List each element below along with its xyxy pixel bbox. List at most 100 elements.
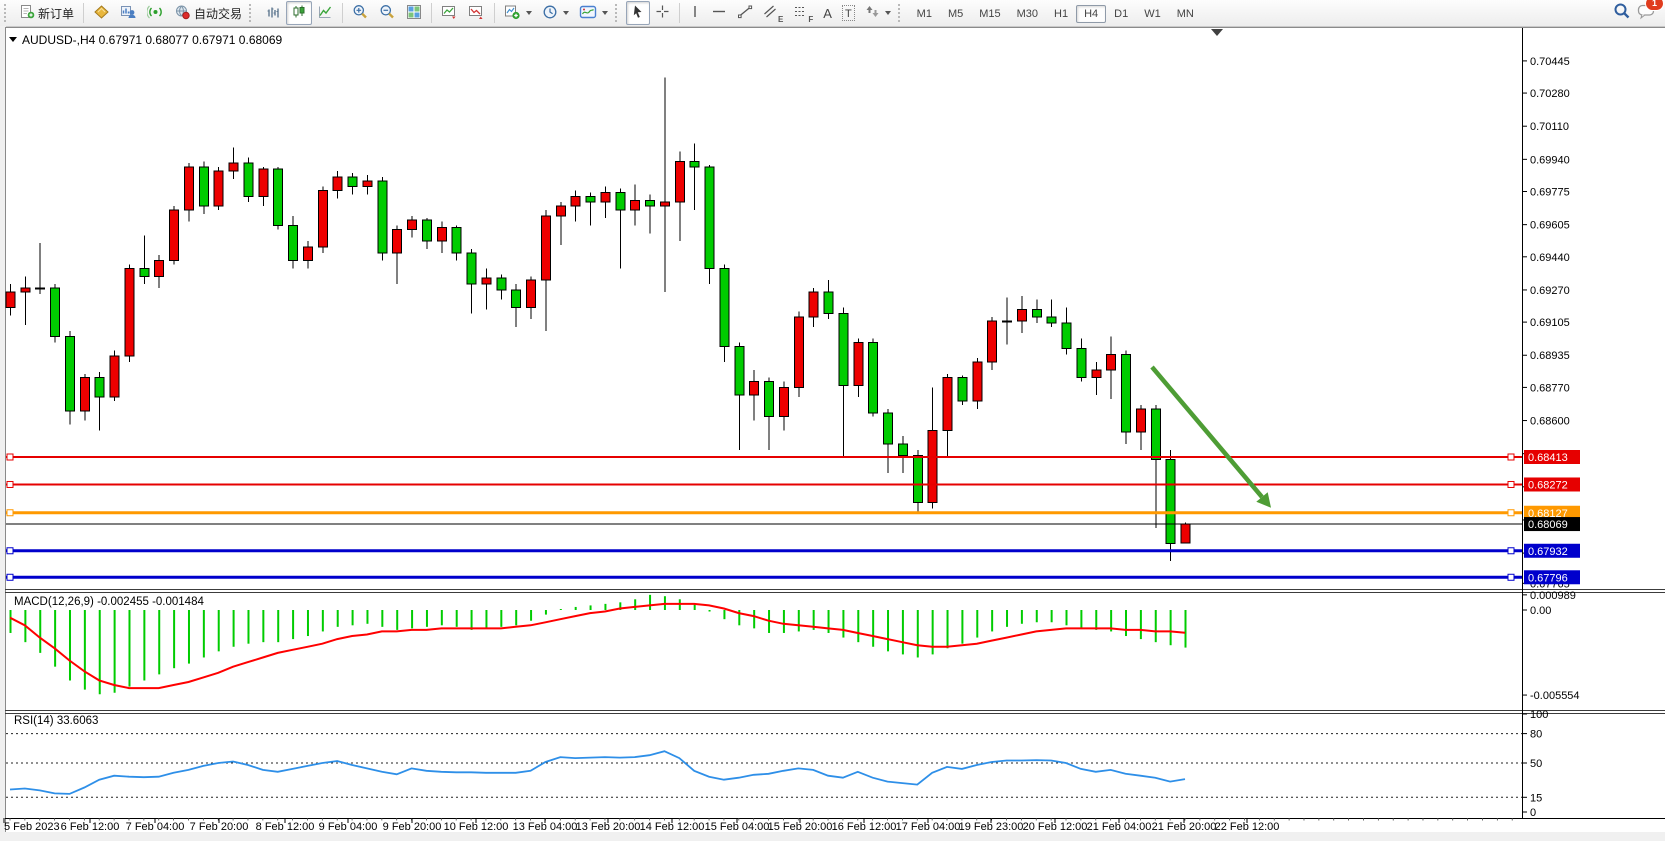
- timeframe-m15-button[interactable]: M15: [979, 8, 1001, 20]
- line-handle[interactable]: [6, 547, 14, 555]
- timeframe-m1-button[interactable]: M1: [916, 8, 932, 20]
- candlestick-chart-button[interactable]: [286, 1, 313, 25]
- notification-badge: 1: [1645, 0, 1664, 11]
- timeframe-h4-button[interactable]: H4: [1076, 5, 1107, 23]
- price-axis-label: 0.69440: [1530, 252, 1570, 264]
- zoom-out-icon: [379, 4, 396, 23]
- candle-up: [109, 355, 120, 398]
- timeframe-d1-button[interactable]: D1: [1114, 8, 1129, 20]
- time-axis-label: 14 Feb 12:00: [640, 821, 705, 833]
- tile-windows-button[interactable]: [401, 1, 427, 25]
- chart-profile-alt-button[interactable]: [463, 1, 490, 25]
- line-chart-button[interactable]: [312, 1, 338, 25]
- candle-down: [1165, 459, 1176, 544]
- new-order-button[interactable]: 新订单: [15, 1, 79, 25]
- profiles-button[interactable]: [115, 1, 142, 25]
- periods-clock-icon: [542, 4, 558, 23]
- candle-up: [407, 219, 418, 231]
- rsi-axis-label: 80: [1530, 729, 1542, 741]
- price-label-text: 0.68272: [1528, 479, 1568, 491]
- time-axis-label: 6 Feb 12:00: [61, 821, 120, 833]
- fibonacci-tool-button[interactable]: F: [788, 1, 818, 25]
- time-axis-label: 9 Feb 20:00: [383, 821, 442, 833]
- auto-trading-button[interactable]: 自动交易: [169, 1, 247, 25]
- timeframe-mn-button[interactable]: MN: [1176, 8, 1194, 20]
- main-toolbar: 新订单 自动交易: [0, 0, 1665, 27]
- new-order-icon: [20, 4, 35, 22]
- time-axis-label: 7 Feb 20:00: [190, 821, 249, 833]
- rsi-line[interactable]: [9, 750, 1186, 795]
- price-chart[interactable]: 0.70445 0.70280 0.70110 0.69940 0.69775 0.696…: [0, 26, 1665, 841]
- candle-down: [957, 377, 968, 402]
- search-icon[interactable]: [1613, 2, 1631, 25]
- price-label-box: [1524, 505, 1580, 520]
- line-handle[interactable]: [1507, 509, 1515, 517]
- candle-up: [5, 291, 16, 308]
- price-label-text: 0.67796: [1528, 572, 1568, 584]
- separator: [431, 3, 433, 23]
- time-axis[interactable]: 5 Feb 2023 6 Feb 12:00 7 Feb 04:00 7 Feb 20…: [3, 818, 1513, 833]
- cursor-tool-button[interactable]: [626, 1, 651, 25]
- rsi-title: RSI(14) 33.6063: [14, 715, 98, 727]
- candle-down: [496, 277, 507, 291]
- signal-icon: [146, 4, 164, 23]
- chart-profile-button[interactable]: [436, 1, 463, 25]
- horizontal-line-icon: [711, 4, 727, 22]
- timeframe-h1-button[interactable]: H1: [1054, 8, 1069, 20]
- auto-trading-label: 自动交易: [194, 6, 243, 21]
- line-handle[interactable]: [1507, 547, 1515, 555]
- trendline-tool-button[interactable]: [732, 1, 758, 25]
- arrow-head-icon: [1256, 492, 1271, 508]
- candle-down: [764, 381, 775, 418]
- vertical-line-tool-button[interactable]: [684, 1, 706, 25]
- horizontal-line-tool-button[interactable]: [706, 1, 732, 25]
- periods-button[interactable]: [537, 1, 574, 25]
- line-handle[interactable]: [1507, 480, 1515, 488]
- candle-up: [630, 199, 641, 211]
- template-button[interactable]: [574, 1, 613, 25]
- candle-down: [868, 342, 879, 414]
- line-handle[interactable]: [1507, 453, 1515, 461]
- text-tool-button[interactable]: A: [818, 1, 837, 25]
- candle-up: [987, 320, 998, 363]
- timeframe-m30-button[interactable]: M30: [1016, 8, 1039, 20]
- time-axis-label: 13 Feb 04:00: [513, 821, 578, 833]
- new-order-label: 新订单: [38, 6, 75, 21]
- bar-chart-button[interactable]: [260, 1, 286, 25]
- line-handle[interactable]: [6, 480, 14, 488]
- add-indicator-button[interactable]: [499, 1, 537, 25]
- rsi-axis-label: 50: [1530, 758, 1542, 770]
- notifications-button[interactable]: 1: [1637, 0, 1664, 25]
- gem-button[interactable]: [88, 1, 115, 25]
- candle-down: [689, 160, 700, 168]
- zoom-in-button[interactable]: [347, 1, 374, 25]
- line-handle[interactable]: [6, 453, 14, 461]
- signal-button[interactable]: [142, 1, 169, 25]
- zoom-out-button[interactable]: [374, 1, 401, 25]
- timeframe-m5-button[interactable]: M5: [947, 8, 964, 20]
- candle-down: [94, 377, 105, 398]
- timeframe-w1-button[interactable]: W1: [1144, 8, 1161, 20]
- time-axis-label: 17 Feb 04:00: [896, 821, 961, 833]
- channel-tool-button[interactable]: E: [758, 1, 788, 25]
- price-axis-label: 0.70280: [1530, 88, 1570, 100]
- line-handle[interactable]: [1507, 573, 1515, 581]
- arrow-shaft: [1150, 365, 1264, 499]
- line-handle[interactable]: [6, 573, 14, 581]
- line-handle[interactable]: [6, 509, 14, 517]
- candle-up: [555, 205, 566, 217]
- price-label-text: 0.68069: [1528, 519, 1568, 531]
- candle-down: [139, 268, 150, 277]
- candle-up: [749, 381, 760, 396]
- candle-down: [719, 268, 730, 347]
- arrows-tool-button[interactable]: [860, 1, 896, 25]
- candle-down: [1061, 322, 1072, 349]
- trend-arrow-annotation[interactable]: [1150, 365, 1271, 508]
- symbol-dropdown-icon[interactable]: [9, 37, 17, 42]
- arrows-icon: [865, 4, 880, 22]
- bar-chart-icon: [265, 4, 281, 23]
- crosshair-tool-button[interactable]: [650, 1, 675, 25]
- label-tool-button[interactable]: T: [837, 1, 860, 25]
- chart-shift-marker[interactable]: [1211, 29, 1223, 36]
- candle-up: [1180, 523, 1191, 544]
